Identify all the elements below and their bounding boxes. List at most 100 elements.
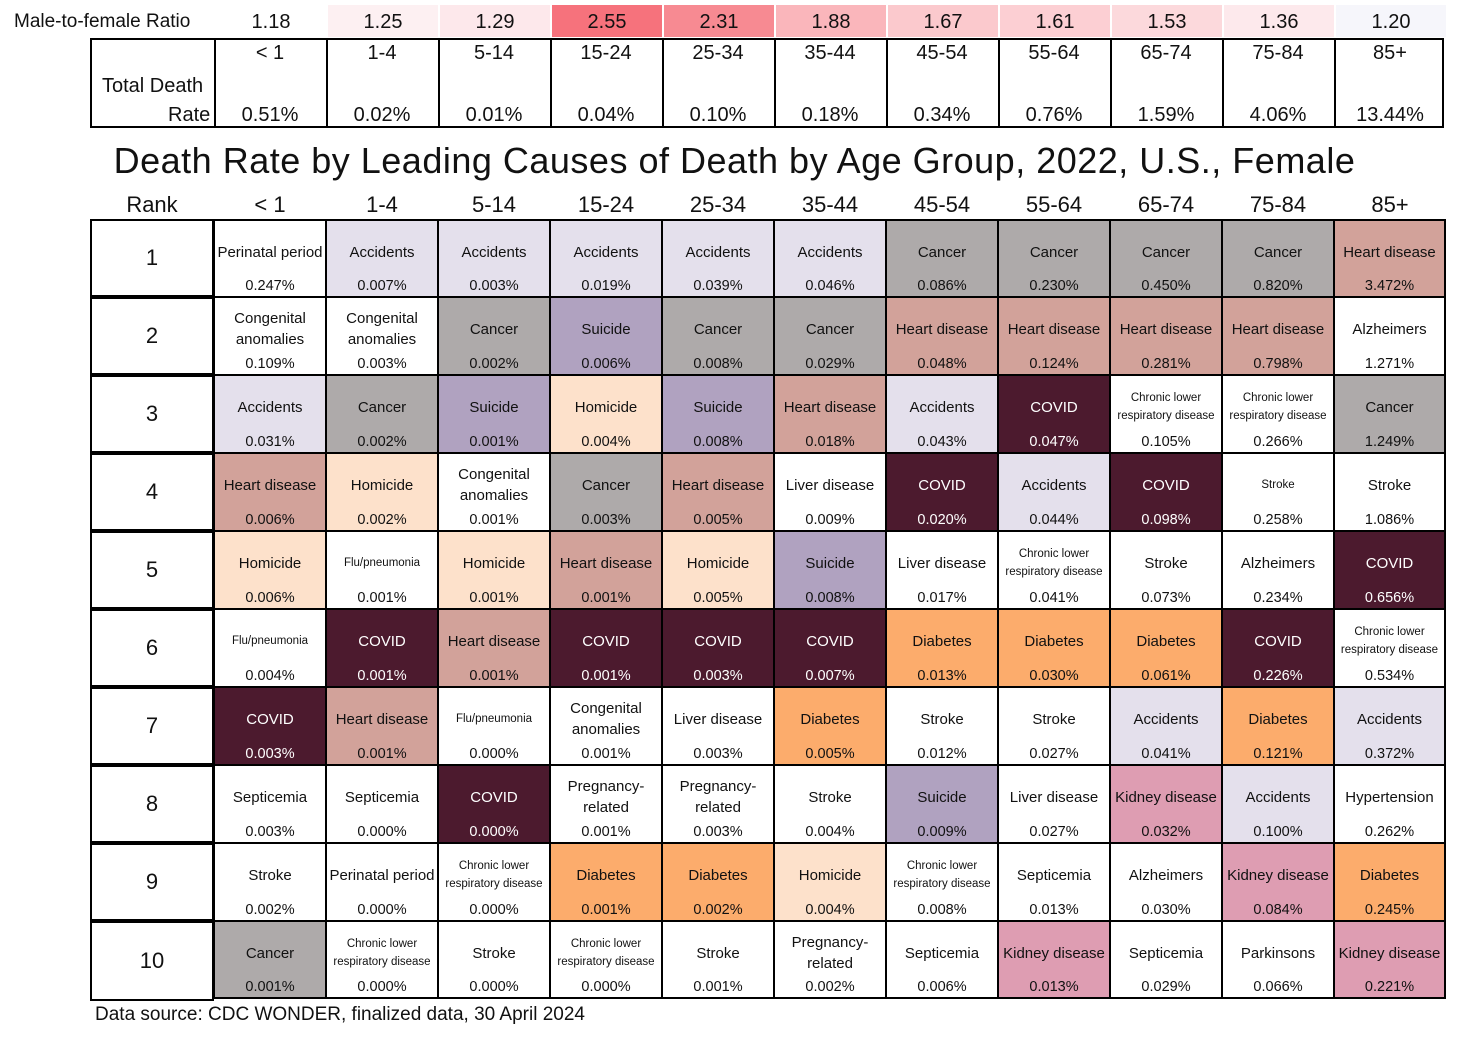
death-rate-value: 0.029% (805, 356, 855, 372)
column-divider (998, 38, 1000, 128)
death-rate-value: 0.030% (1141, 902, 1191, 918)
cause-cell: Accidents 0.003% (438, 219, 550, 297)
cause-label: Homicide (238, 554, 302, 572)
cause-cell: Kidney disease 0.084% (1222, 843, 1334, 921)
death-rate-value: 0.009% (805, 512, 855, 528)
cause-label: Heart disease (559, 554, 653, 572)
death-rate-value: 0.001% (581, 668, 631, 684)
death-rate-value: 1.271% (1364, 356, 1415, 372)
cause-cell: COVID 0.020% (886, 453, 998, 531)
age-group-label: 15-24 (580, 42, 632, 64)
ratio-value: 1.61 (1000, 5, 1110, 37)
cause-label: Chronic lower respiratory disease (1005, 548, 1103, 578)
cause-cell: COVID 0.656% (1334, 531, 1446, 609)
cause-label: Stroke (1367, 476, 1412, 494)
cause-cell: Accidents 0.372% (1334, 687, 1446, 765)
death-rate-value: 0.004% (805, 824, 855, 840)
cause-cell: Congenital anomalies 0.001% (438, 453, 550, 531)
cause-cell: Heart disease 0.001% (550, 531, 662, 609)
death-rate-value: 0.041% (1029, 590, 1079, 606)
cause-cell: Chronic lower respiratory disease 0.000% (326, 921, 438, 999)
ratio-value: 2.31 (664, 5, 774, 37)
cause-cell: Stroke 0.012% (886, 687, 998, 765)
death-rate-value: 0.798% (1253, 356, 1303, 372)
cause-label: Kidney disease (1227, 866, 1329, 884)
chart-title: Death Rate by Leading Causes of Death by… (113, 140, 1356, 181)
death-rate-value: 0.001% (469, 590, 519, 606)
cause-cell: Cancer 0.002% (438, 297, 550, 375)
cause-label: Cancer (581, 476, 631, 494)
cause-label: Homicide (462, 554, 526, 572)
cause-cell: COVID 0.003% (662, 609, 774, 687)
total-death-rate-value: 0.76% (1025, 104, 1083, 126)
cause-cell: Suicide 0.006% (550, 297, 662, 375)
death-rate-value: 0.005% (805, 746, 855, 762)
total-death-rate-label-2: Rate (168, 104, 211, 126)
cause-label: Accidents (237, 398, 303, 416)
death-rate-value: 0.534% (1364, 668, 1415, 684)
cause-cell: Liver disease 0.003% (662, 687, 774, 765)
age-group-label: 1-4 (367, 42, 397, 64)
cause-label: Cancer (805, 320, 855, 338)
age-group-label: 65-74 (1140, 42, 1192, 64)
cause-cell: COVID 0.047% (998, 375, 1110, 453)
death-rate-value: 0.003% (693, 746, 743, 762)
death-rate-value: 0.001% (245, 979, 295, 995)
cause-label: COVID (1142, 476, 1190, 494)
column-divider (326, 38, 328, 128)
cause-cell: Accidents 0.041% (1110, 687, 1222, 765)
cause-label: Accidents (1356, 710, 1423, 728)
cause-cell: COVID 0.000% (438, 765, 550, 843)
cause-cell: Chronic lower respiratory disease 0.008% (886, 843, 998, 921)
cause-label: Suicide (693, 398, 743, 416)
cause-cell: Homicide 0.002% (326, 453, 438, 531)
death-rate-value: 0.001% (357, 668, 407, 684)
total-death-rate-value: 13.44% (1356, 104, 1424, 126)
death-rate-value: 0.266% (1253, 434, 1303, 450)
rank-cell: 10 (90, 921, 214, 1001)
cause-cell: Pregnancy-related 0.001% (550, 765, 662, 843)
cause-label: Chronic lower respiratory disease (1229, 392, 1327, 422)
death-rate-value: 0.001% (469, 512, 519, 528)
age-group-header: 5-14 (471, 192, 517, 217)
total-death-rate-value: 0.01% (465, 104, 523, 126)
age-group-label: 55-64 (1028, 42, 1080, 64)
cause-label: Stroke (920, 710, 964, 728)
cause-label: Stroke (696, 944, 740, 962)
death-rate-value: 0.000% (469, 824, 519, 840)
cause-cell: Flu/pneumonia 0.001% (326, 531, 438, 609)
cause-label: Heart disease (223, 476, 317, 494)
death-rate-value: 0.000% (357, 902, 407, 918)
cause-cell: Cancer 0.086% (886, 219, 998, 297)
cause-label: Stroke (1144, 554, 1188, 572)
total-death-rate-label: Total Death (102, 75, 204, 97)
death-rate-value: 0.004% (245, 668, 295, 684)
cause-cell: Homicide 0.005% (662, 531, 774, 609)
cause-label: Hypertension (1345, 788, 1434, 806)
cause-cell: Kidney disease 0.221% (1334, 921, 1446, 999)
cause-label: Cancer (917, 243, 967, 261)
column-divider (774, 38, 776, 128)
cause-label: Kidney disease (1115, 788, 1217, 806)
cause-cell: COVID 0.007% (774, 609, 886, 687)
death-rate-value: 0.017% (917, 590, 967, 606)
cause-cell: Suicide 0.001% (438, 375, 550, 453)
cause-cell: Liver disease 0.027% (998, 765, 1110, 843)
rank-cell: 2 (90, 297, 214, 375)
cause-label: Alzheimers (1240, 554, 1316, 572)
total-death-rate-value: 0.10% (689, 104, 747, 126)
death-rate-value: 0.005% (693, 590, 743, 606)
column-divider (1110, 38, 1112, 128)
cause-label: Congenital anomalies (570, 700, 642, 738)
cause-label: Suicide (581, 320, 631, 338)
cause-label: Septicemia (904, 944, 980, 962)
cause-label: COVID (470, 788, 518, 806)
cause-label: Homicide (350, 476, 414, 494)
cause-cell: Cancer 0.002% (326, 375, 438, 453)
total-death-rate-value: 4.06% (1249, 104, 1307, 126)
cause-label: Suicide (805, 554, 855, 572)
death-rate-value: 0.000% (357, 824, 407, 840)
death-rate-value: 0.041% (1141, 746, 1191, 762)
death-rate-value: 0.018% (805, 434, 855, 450)
total-death-rate-value: 0.34% (913, 104, 971, 126)
